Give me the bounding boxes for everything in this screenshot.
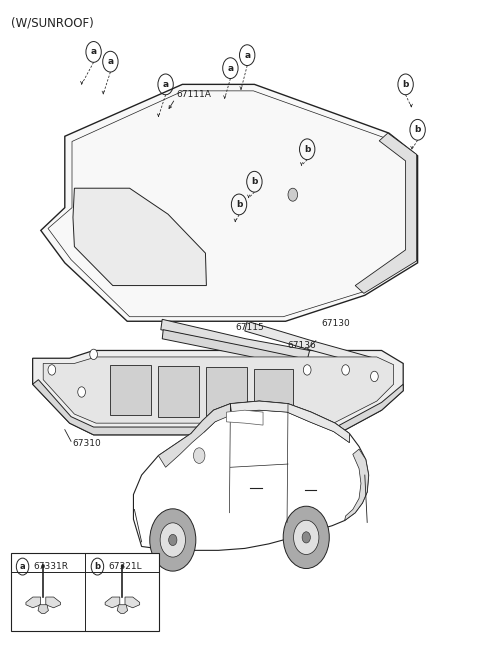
Text: (W/SUNROOF): (W/SUNROOF) (11, 16, 93, 29)
Text: b: b (236, 200, 242, 209)
Polygon shape (26, 597, 41, 607)
Polygon shape (204, 401, 349, 443)
Text: b: b (95, 562, 100, 571)
Text: 67115: 67115 (235, 323, 264, 332)
Polygon shape (125, 597, 140, 607)
Text: a: a (91, 47, 96, 56)
Text: a: a (108, 57, 113, 66)
Polygon shape (355, 133, 417, 293)
Text: a: a (228, 64, 233, 73)
Polygon shape (133, 401, 369, 550)
Polygon shape (227, 410, 263, 425)
Text: 67130: 67130 (322, 319, 350, 328)
Polygon shape (158, 366, 199, 417)
Polygon shape (33, 350, 403, 435)
Circle shape (294, 520, 319, 554)
Circle shape (193, 448, 205, 463)
Polygon shape (345, 449, 369, 520)
Circle shape (303, 365, 311, 375)
Circle shape (78, 387, 85, 397)
Circle shape (371, 371, 378, 382)
Polygon shape (110, 365, 151, 415)
Polygon shape (254, 369, 293, 419)
Polygon shape (38, 605, 48, 613)
Circle shape (48, 365, 56, 375)
Circle shape (288, 188, 298, 201)
Text: 67136: 67136 (287, 341, 316, 350)
Circle shape (160, 523, 185, 557)
Polygon shape (105, 597, 120, 607)
Polygon shape (41, 84, 418, 321)
Circle shape (168, 534, 177, 546)
Text: b: b (414, 125, 421, 134)
Text: 67111A: 67111A (177, 90, 212, 99)
Circle shape (42, 565, 45, 568)
Circle shape (150, 509, 196, 571)
Polygon shape (43, 357, 394, 423)
Polygon shape (206, 367, 247, 418)
Circle shape (302, 532, 311, 543)
Circle shape (90, 349, 97, 360)
Circle shape (342, 365, 349, 375)
Text: b: b (251, 177, 258, 186)
Polygon shape (73, 188, 206, 286)
Polygon shape (158, 404, 230, 467)
Text: 67321L: 67321L (108, 562, 142, 571)
Text: a: a (20, 562, 25, 571)
Polygon shape (117, 605, 128, 613)
Bar (11, 553, 159, 631)
Text: b: b (304, 145, 311, 154)
Polygon shape (161, 319, 310, 360)
Polygon shape (33, 380, 403, 435)
Polygon shape (162, 330, 308, 369)
Polygon shape (245, 321, 382, 369)
Text: b: b (402, 80, 409, 89)
Text: a: a (244, 51, 250, 60)
Text: 67331R: 67331R (34, 562, 69, 571)
Polygon shape (46, 597, 60, 607)
Polygon shape (230, 401, 349, 443)
Circle shape (121, 565, 124, 568)
Circle shape (283, 506, 329, 569)
Text: a: a (163, 80, 168, 89)
Text: 67310: 67310 (72, 439, 101, 448)
